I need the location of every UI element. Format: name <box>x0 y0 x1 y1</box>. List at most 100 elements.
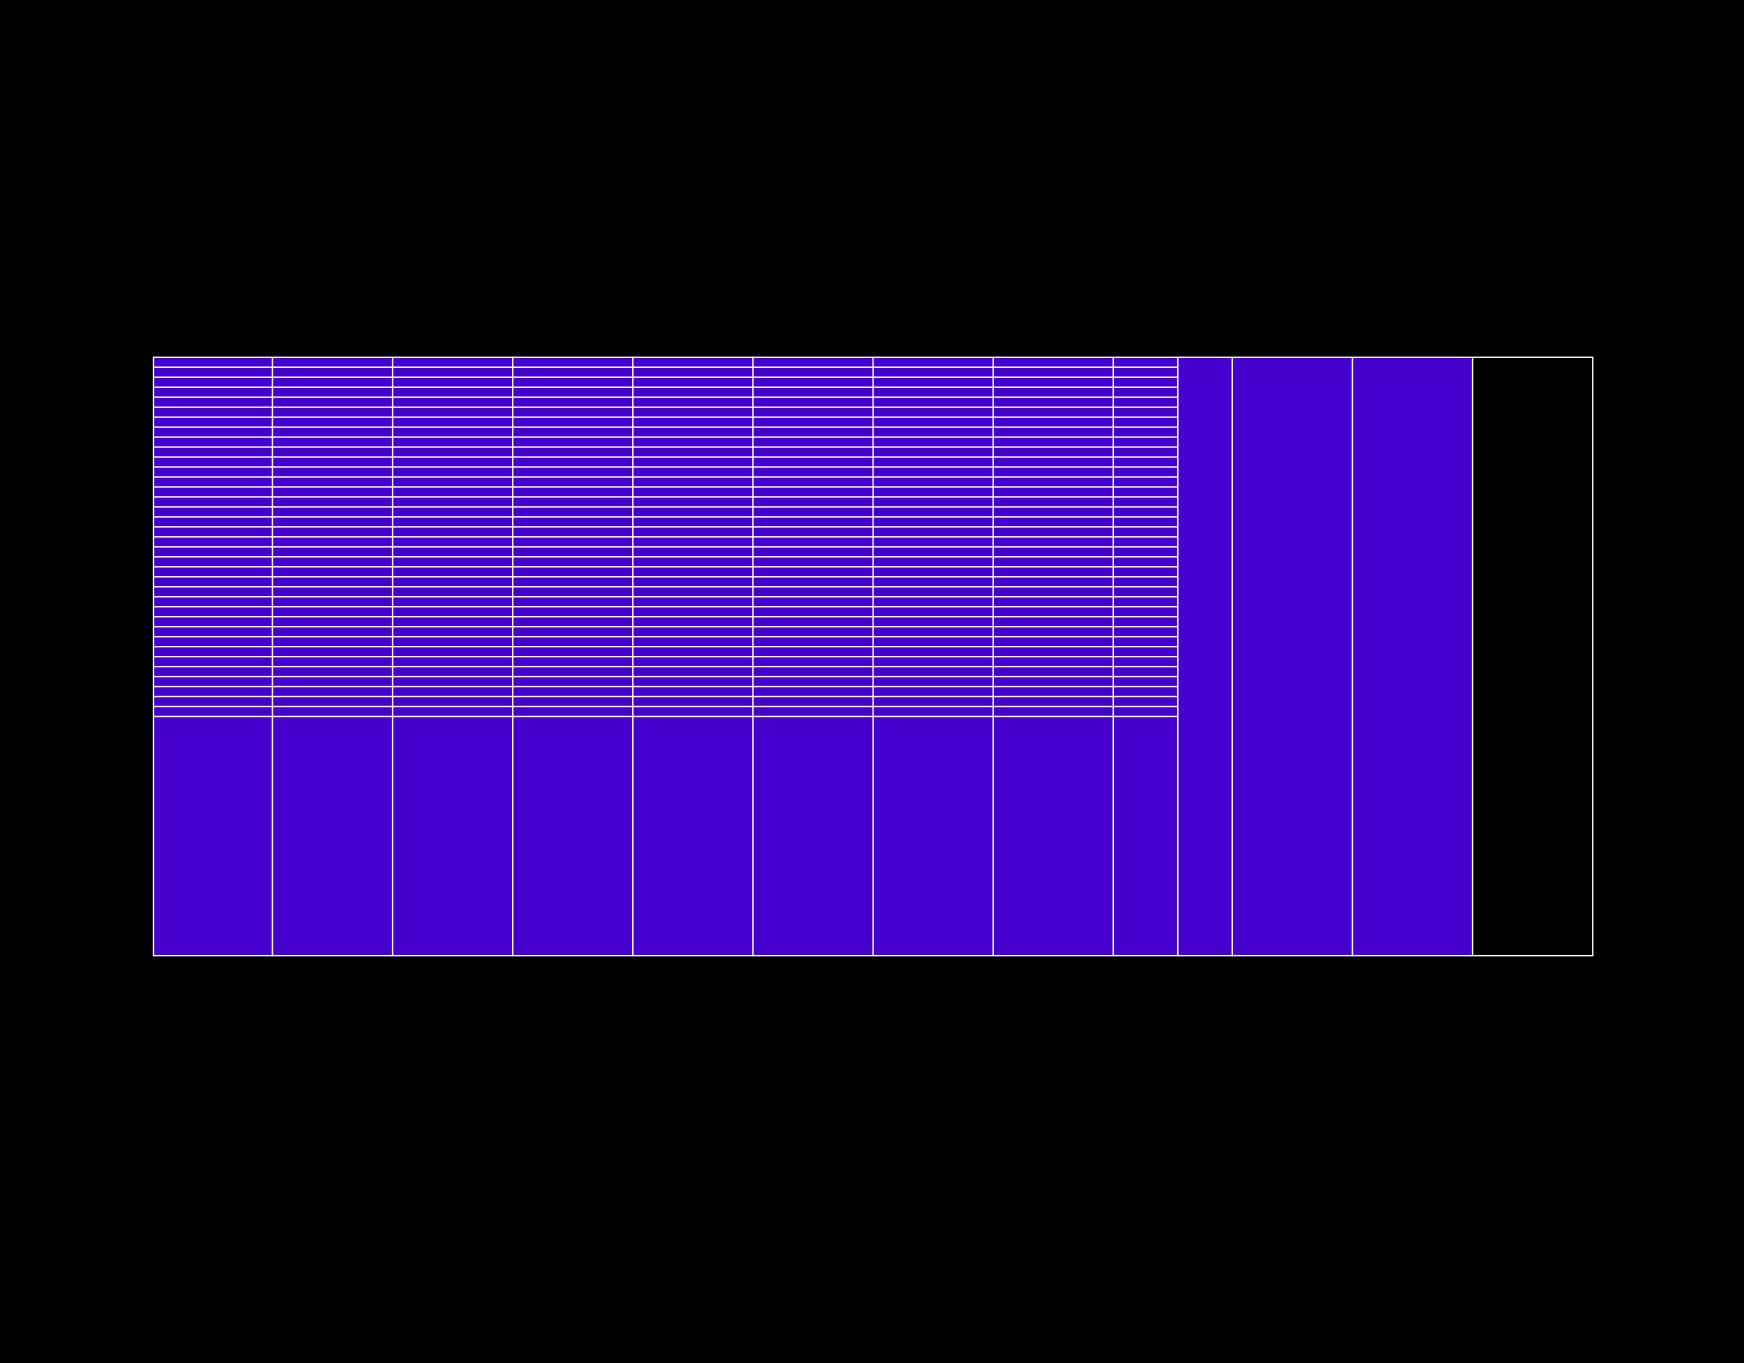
cell <box>632 556 754 568</box>
cell <box>152 486 274 498</box>
cell <box>872 685 994 698</box>
cell <box>632 496 754 508</box>
cell <box>391 566 514 578</box>
cell <box>271 376 394 388</box>
cell <box>752 526 874 538</box>
cell <box>752 546 874 558</box>
cell <box>992 655 1115 668</box>
cell <box>752 705 874 718</box>
cell <box>512 675 634 688</box>
cell <box>512 356 634 368</box>
cell <box>752 506 874 518</box>
cell <box>632 606 754 618</box>
cell <box>391 586 514 598</box>
cell <box>872 566 994 578</box>
cell <box>512 626 634 638</box>
cell <box>512 396 634 408</box>
cell <box>752 396 874 408</box>
cell <box>152 386 274 398</box>
cell <box>632 466 754 478</box>
cell <box>752 416 874 428</box>
cell <box>632 675 754 688</box>
cell <box>992 396 1115 408</box>
cell <box>271 536 394 548</box>
cell <box>512 715 634 957</box>
cell <box>391 606 514 618</box>
cell <box>271 516 394 528</box>
cell <box>391 665 514 678</box>
cell <box>152 366 274 378</box>
cell <box>391 576 514 588</box>
cell <box>391 626 514 638</box>
cell <box>752 586 874 598</box>
cell <box>752 366 874 378</box>
cell <box>992 695 1115 708</box>
cell <box>992 416 1115 428</box>
cell <box>752 636 874 648</box>
cell <box>872 675 994 688</box>
cell <box>992 526 1115 538</box>
cell <box>271 616 394 628</box>
cell <box>752 695 874 708</box>
cell <box>872 426 994 438</box>
cell <box>152 536 274 548</box>
cell <box>152 695 274 708</box>
cell <box>752 486 874 498</box>
cell <box>752 496 874 508</box>
cell <box>391 516 514 528</box>
cell <box>512 426 634 438</box>
cell <box>752 596 874 608</box>
cell <box>632 476 754 488</box>
cell <box>632 376 754 388</box>
cell <box>1112 376 1179 388</box>
cell <box>632 526 754 538</box>
cell <box>752 715 874 957</box>
cell <box>872 655 994 668</box>
cell <box>992 596 1115 608</box>
cell <box>1112 436 1179 448</box>
cell <box>752 646 874 658</box>
cell <box>152 396 274 408</box>
cell <box>152 556 274 568</box>
cell <box>872 436 994 448</box>
cell <box>992 675 1115 688</box>
cell <box>632 665 754 678</box>
cell <box>512 596 634 608</box>
cell <box>872 496 994 508</box>
cell <box>271 386 394 398</box>
cell <box>152 466 274 478</box>
cell <box>992 566 1115 578</box>
cell <box>271 566 394 578</box>
cell <box>872 486 994 498</box>
cell <box>1112 416 1179 428</box>
cell <box>512 586 634 598</box>
cell <box>512 416 634 428</box>
cell <box>1112 356 1179 368</box>
cell <box>1112 406 1179 418</box>
cell <box>752 456 874 468</box>
cell <box>992 516 1115 528</box>
cell <box>872 506 994 518</box>
cell <box>1112 526 1179 538</box>
cell <box>1112 616 1179 628</box>
cell <box>512 526 634 538</box>
cell <box>752 406 874 418</box>
cell <box>271 526 394 538</box>
cell <box>512 705 634 718</box>
cell <box>271 646 394 658</box>
cell <box>632 536 754 548</box>
cell <box>872 456 994 468</box>
cell <box>632 705 754 718</box>
cell <box>512 436 634 448</box>
cell <box>391 636 514 648</box>
cell <box>391 456 514 468</box>
cell <box>271 476 394 488</box>
cell <box>512 616 634 628</box>
cell <box>992 436 1115 448</box>
cell <box>752 536 874 548</box>
cell <box>632 596 754 608</box>
cell <box>872 616 994 628</box>
cell <box>632 426 754 438</box>
cell <box>391 426 514 438</box>
